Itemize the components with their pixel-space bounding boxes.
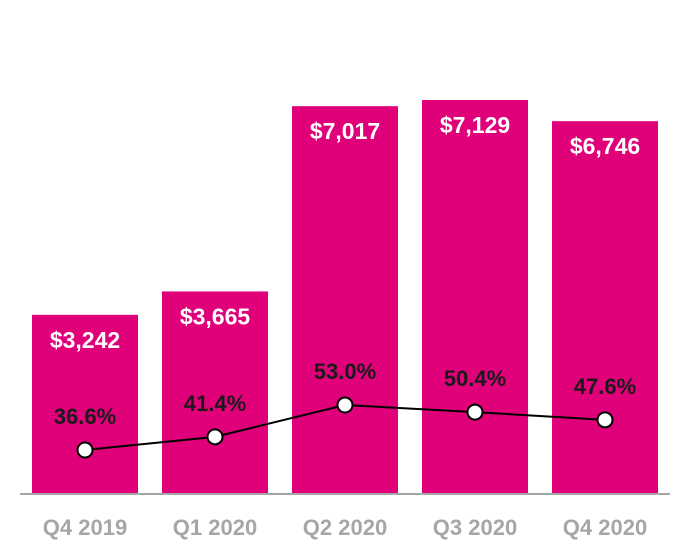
x-tick-label-4: Q4 2020 xyxy=(563,515,647,540)
percent-label-2: 53.0% xyxy=(314,359,376,384)
percent-label-0: 36.6% xyxy=(54,404,116,429)
bar-value-label-4: $6,746 xyxy=(570,133,640,159)
x-tick-label-3: Q3 2020 xyxy=(433,515,517,540)
percent-label-3: 50.4% xyxy=(444,366,506,391)
bar-4 xyxy=(552,121,658,494)
bar-0 xyxy=(32,314,138,494)
percent-label-4: 47.6% xyxy=(574,374,636,399)
bar-value-label-1: $3,665 xyxy=(180,303,251,329)
percent-point-2 xyxy=(336,396,354,414)
percent-point-4 xyxy=(596,411,614,429)
line-layer: 36.6% 41.4% 53.0% 50.4% 47.6% xyxy=(54,359,636,459)
bar-value-label-0: $3,242 xyxy=(50,327,120,353)
percent-point-0 xyxy=(76,441,94,459)
percent-point-1 xyxy=(206,428,224,446)
bar-2 xyxy=(292,106,398,494)
bar-value-label-2: $7,017 xyxy=(310,118,380,144)
bars-layer: $3,242 $3,665 $7,017 $7,129 $6,746 xyxy=(32,100,658,494)
x-ticks-layer: Q4 2019 Q1 2020 Q2 2020 Q3 2020 Q4 2020 xyxy=(43,515,647,540)
x-tick-label-0: Q4 2019 xyxy=(43,515,127,540)
x-tick-label-2: Q2 2020 xyxy=(303,515,387,540)
bar-3 xyxy=(422,100,528,494)
percent-point-3 xyxy=(466,403,484,421)
bar-value-label-3: $7,129 xyxy=(440,112,510,138)
bar-1 xyxy=(162,291,268,494)
percent-label-1: 41.4% xyxy=(184,391,246,416)
x-tick-label-1: Q1 2020 xyxy=(173,515,257,540)
